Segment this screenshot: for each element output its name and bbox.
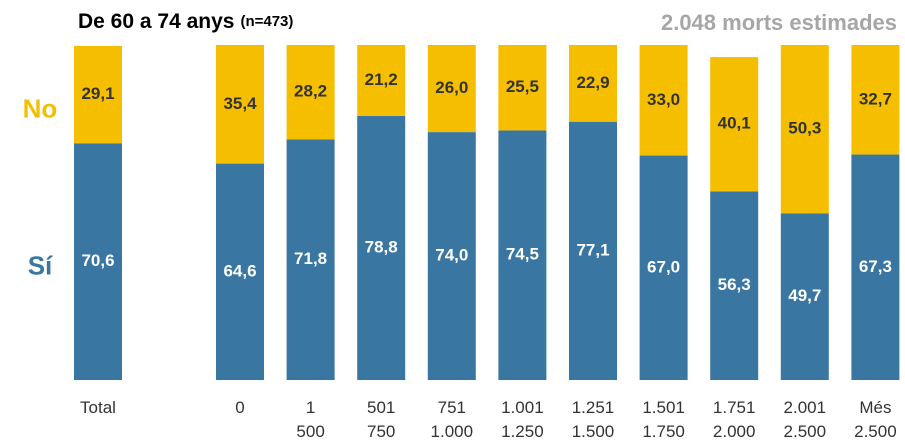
value-label: 40,1 bbox=[718, 114, 751, 133]
x-tick-line: 751 bbox=[438, 398, 466, 417]
x-tick-label: 751 1.000 bbox=[431, 398, 474, 441]
value-label: 56,3 bbox=[718, 275, 751, 294]
annotation: 2.048 morts estimades bbox=[661, 10, 897, 35]
value-label: 71,8 bbox=[294, 249, 327, 268]
legend-label: Sí bbox=[28, 251, 53, 281]
x-tick-line: 501 bbox=[367, 398, 395, 417]
value-label: 35,4 bbox=[223, 94, 257, 113]
bar-segment bbox=[74, 46, 122, 144]
x-tick-line: Més bbox=[859, 398, 891, 417]
x-tick-line: 2.000 bbox=[713, 422, 756, 441]
value-label: 70,6 bbox=[81, 251, 114, 270]
value-label: 49,7 bbox=[788, 286, 821, 305]
bar-segment bbox=[286, 45, 335, 140]
value-label: 74,5 bbox=[506, 245, 539, 264]
bar-segment bbox=[639, 155, 688, 380]
value-label: 26,0 bbox=[435, 78, 468, 97]
bar-segment bbox=[498, 130, 547, 380]
bar-segment bbox=[427, 45, 476, 133]
bar-segment bbox=[74, 143, 122, 380]
x-tick-line: 1.001 bbox=[501, 398, 544, 417]
value-label: 33,0 bbox=[647, 90, 680, 109]
bar-segment bbox=[286, 139, 335, 380]
bar-segment bbox=[639, 45, 688, 156]
value-label: 64,6 bbox=[223, 261, 256, 280]
bar-segment bbox=[851, 154, 900, 380]
x-tick-line: Total bbox=[80, 398, 116, 417]
x-tick-line: 1.501 bbox=[642, 398, 685, 417]
x-tick-label: 501 750 bbox=[367, 398, 395, 441]
x-tick-line: 1.251 bbox=[572, 398, 615, 417]
bar-segment bbox=[780, 45, 829, 214]
x-tick-label: 1.501 1.750 bbox=[642, 398, 685, 441]
bar-segment bbox=[851, 45, 900, 155]
x-tick-label: 0 bbox=[235, 398, 244, 417]
value-label: 28,2 bbox=[294, 82, 327, 101]
x-tick-label: 1.751 2.000 bbox=[713, 398, 756, 441]
x-tick-line: 750 bbox=[367, 422, 395, 441]
bar-segment bbox=[710, 57, 759, 192]
bar-segment bbox=[357, 116, 406, 381]
x-tick-line: 1 bbox=[306, 398, 315, 417]
x-tick-label: Més 2.500 bbox=[854, 398, 897, 441]
bar-segment bbox=[569, 121, 617, 380]
x-tick-line: 1.250 bbox=[501, 422, 544, 441]
value-label: 77,1 bbox=[576, 240, 609, 259]
value-label: 22,9 bbox=[576, 73, 609, 92]
value-label: 67,3 bbox=[859, 257, 892, 276]
value-label: 29,1 bbox=[81, 84, 114, 103]
x-tick-line: 1.750 bbox=[642, 422, 685, 441]
bar-segment bbox=[427, 132, 476, 380]
value-label: 67,0 bbox=[647, 257, 680, 276]
value-label: 78,8 bbox=[365, 237, 398, 256]
value-label: 21,2 bbox=[365, 70, 398, 89]
x-tick-line: 2.500 bbox=[784, 422, 827, 441]
bar-segment bbox=[216, 163, 264, 380]
value-label: 25,5 bbox=[506, 77, 539, 96]
value-label: 74,0 bbox=[435, 246, 468, 265]
x-tick-label: 2.001 2.500 bbox=[784, 398, 827, 441]
x-tick-line: 1.000 bbox=[431, 422, 474, 441]
bar-segment bbox=[357, 45, 406, 117]
x-tick-label: 1.001 1.250 bbox=[501, 398, 544, 441]
x-tick-line: 2.500 bbox=[854, 422, 897, 441]
x-tick-label: 1.251 1.500 bbox=[572, 398, 615, 441]
sample-size: (n=473) bbox=[240, 13, 293, 30]
x-tick-line: 2.001 bbox=[784, 398, 827, 417]
title-text: De 60 a 74 anys bbox=[78, 10, 234, 33]
bar-segment bbox=[216, 45, 264, 164]
bar-segment bbox=[569, 45, 617, 122]
x-tick-line: 500 bbox=[296, 422, 324, 441]
bar-segment bbox=[710, 191, 759, 380]
bar-segment bbox=[498, 45, 547, 131]
value-label: 32,7 bbox=[859, 89, 892, 108]
x-tick-label: Total bbox=[80, 398, 116, 417]
x-tick-line: 1.751 bbox=[713, 398, 756, 417]
x-tick-line: 0 bbox=[235, 398, 244, 417]
x-tick-line: 1.500 bbox=[572, 422, 615, 441]
legend-label: No bbox=[23, 94, 58, 124]
chart-title: De 60 a 74 anys (n=473) bbox=[78, 10, 293, 33]
bar-segment bbox=[780, 213, 829, 380]
x-tick-label: 1 500 bbox=[296, 398, 324, 441]
value-label: 50,3 bbox=[788, 119, 821, 138]
